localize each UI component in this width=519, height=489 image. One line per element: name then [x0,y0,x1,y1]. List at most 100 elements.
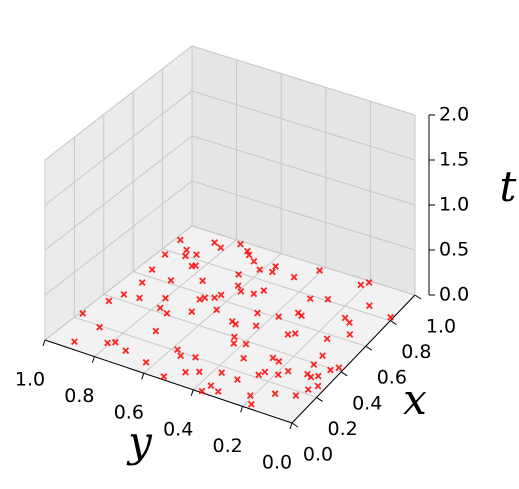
scatter-point [272,263,280,270]
z-axis-label: t [500,162,517,211]
scatter-point [240,354,248,362]
grid-line [103,293,342,373]
scatter-point [387,313,395,321]
grid-line [143,253,282,374]
grid-line [242,280,371,407]
scatter-point [188,308,196,316]
scatter-point [284,367,292,375]
scatter-point [256,266,264,274]
scatter-point [252,322,260,330]
scatter-point [346,330,354,338]
grid-line [192,267,327,391]
scatter-point [246,392,254,400]
x-axis-line [291,294,416,424]
scatter-point [306,295,314,303]
scatter-point [161,250,169,258]
scatter-point [314,372,322,380]
scatter-point [271,390,279,398]
tick-mark [141,373,145,380]
tick-mark [365,345,373,351]
scatter-point [234,282,242,290]
scatter-point [217,244,225,252]
scatter-point [163,309,171,317]
scatter-point [120,291,128,298]
scatter-point [319,352,327,360]
scatter-point [160,373,168,381]
scatter-point [218,369,226,377]
scatter-point [291,330,299,337]
scatter-point [292,392,300,400]
scatter-point [104,339,112,347]
y-axis-label: y [126,417,153,466]
scatter-point [176,236,184,244]
scatter-point [314,382,322,390]
scatter-point [310,361,318,368]
scatter-point [303,370,311,378]
grid-line [44,135,193,251]
x-tick-label: 0.4 [352,392,382,414]
y-tick-label: 0.0 [262,452,292,474]
scatter-point [345,319,353,327]
z-tick-label: 0.5 [439,239,469,261]
scatter-point [275,358,283,365]
grid-line [133,271,366,347]
scatter-point [269,354,277,362]
scatter-point [327,366,334,374]
scatter-point [211,294,219,302]
scatter-point [237,240,244,248]
grid-line [191,90,416,161]
scatter-point [192,353,199,361]
y-axis-line [44,339,293,424]
grid-line [44,90,193,206]
tick-mark [190,389,194,396]
tick-mark [340,371,348,377]
scatter-point [174,346,181,354]
scatter-point [196,296,204,303]
scatter-point [247,400,255,408]
scatter-point [96,323,104,331]
scatter-point [230,333,238,341]
scatter-point [207,382,215,390]
scatter-point [261,368,269,376]
scatter-point [136,294,143,302]
tick-mark [414,294,422,300]
scatter-point [237,287,245,295]
scatter-point [250,290,258,298]
grid-line [44,225,193,341]
scatter-point [357,281,365,289]
scatter-point [156,304,164,312]
scatter-point [228,318,236,325]
z-tick-label: 1.0 [439,194,469,216]
tick-mark [42,339,46,347]
tick-mark [240,406,244,413]
scatter-point [242,340,250,348]
grid-line [44,180,193,296]
scatter-point [148,266,156,274]
scatter-point [195,368,203,376]
scatter-point [274,371,282,379]
scatter-point [230,339,238,347]
scatter-point [268,268,276,276]
tick-mark [289,422,293,430]
scatter-point [335,364,343,372]
scatter-point [323,335,331,343]
scatter-point [162,294,169,302]
scatter-point [199,277,207,285]
x-tick-label: 0.6 [377,367,407,389]
scatter-point [254,309,261,317]
x-tick-label: 0.8 [401,341,431,363]
scatter-point [193,251,200,259]
scatter-point [284,331,292,338]
scatter-point [182,368,189,376]
y-tick-label: 0.8 [64,385,94,407]
scatter-point [365,279,373,286]
scatter-point [235,270,243,278]
z-tick-label: 1.5 [439,149,469,171]
x-tick-label: 0.0 [303,444,333,466]
scatter-point [245,251,253,259]
y-tick-label: 0.4 [163,418,193,440]
scatter-point [250,257,258,265]
scatter-point [214,388,222,395]
scatter-point [217,291,225,299]
scatter-point [365,302,373,310]
